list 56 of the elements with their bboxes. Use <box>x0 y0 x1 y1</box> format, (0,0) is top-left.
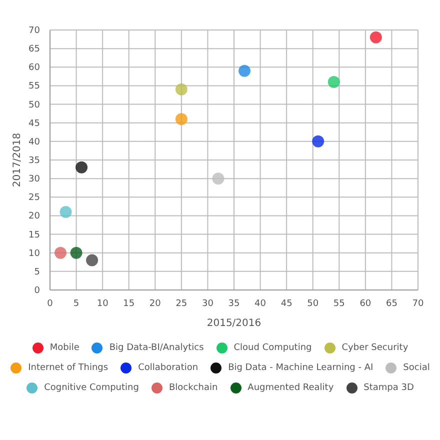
point <box>312 135 324 148</box>
x-tick-label: 10 <box>96 299 109 309</box>
point <box>54 246 67 259</box>
x-tick-label: 0 <box>47 299 54 309</box>
y-tick-label: 0 <box>34 286 40 296</box>
y-tick-label: 5 <box>34 267 40 278</box>
point <box>212 172 224 185</box>
legend-label: Internet of Things <box>28 363 108 373</box>
x-tick-label: 20 <box>149 299 162 309</box>
x-axis-title: 2015/2016 <box>206 318 262 329</box>
legend-label: Cloud Computing <box>234 343 312 353</box>
legend-label: Social <box>403 363 430 373</box>
x-tick-label: 55 <box>333 299 345 309</box>
legend-label: Stampa 3D <box>364 383 414 393</box>
y-tick-label: 40 <box>28 137 40 148</box>
legend-label: Cognitive Computing <box>44 383 139 393</box>
point <box>76 161 88 174</box>
y-tick-label: 30 <box>28 174 40 185</box>
legend-label: Big Data-BI/Analytics <box>109 343 204 353</box>
legend-label: Augmented Reality <box>248 383 334 393</box>
point <box>70 246 82 259</box>
x-tick-label: 30 <box>202 299 214 309</box>
y-tick-label: 65 <box>28 44 40 55</box>
y-tick-label: 55 <box>28 82 40 92</box>
point <box>175 113 188 126</box>
x-tick-label: 70 <box>412 299 424 309</box>
y-axis-title: 2017/2018 <box>12 132 23 188</box>
point <box>238 64 251 77</box>
x-tick-label: 35 <box>228 299 240 309</box>
point <box>86 254 98 266</box>
x-tick-label: 50 <box>307 299 319 309</box>
legend-label: Big Data - Machine Learning - AI <box>228 363 374 373</box>
point <box>175 83 188 96</box>
y-tick-label: 25 <box>28 193 40 204</box>
point <box>328 76 340 88</box>
x-tick-label: 5 <box>73 299 80 309</box>
y-tick-label: 20 <box>28 212 40 222</box>
y-tick-label: 50 <box>28 100 40 110</box>
point <box>60 206 72 218</box>
y-tick-label: 70 <box>28 26 40 36</box>
legend-label: Collaboration <box>138 363 198 373</box>
point <box>370 31 382 44</box>
x-tick-label: 65 <box>386 299 398 309</box>
legend-label: Blockchain <box>168 383 218 393</box>
y-tick-label: 35 <box>28 156 40 166</box>
y-tick-label: 60 <box>28 63 40 74</box>
legend-label: Cyber Security <box>342 343 408 353</box>
x-tick-label: 45 <box>280 299 292 309</box>
x-tick-label: 40 <box>254 299 266 309</box>
x-tick-label: 60 <box>360 299 372 309</box>
x-tick-label: 25 <box>176 299 188 309</box>
y-tick-label: 10 <box>28 248 40 259</box>
legend-label: Mobile <box>50 343 80 353</box>
y-tick-label: 15 <box>28 230 40 240</box>
y-tick-label: 45 <box>28 118 40 129</box>
x-tick-label: 15 <box>123 299 135 309</box>
